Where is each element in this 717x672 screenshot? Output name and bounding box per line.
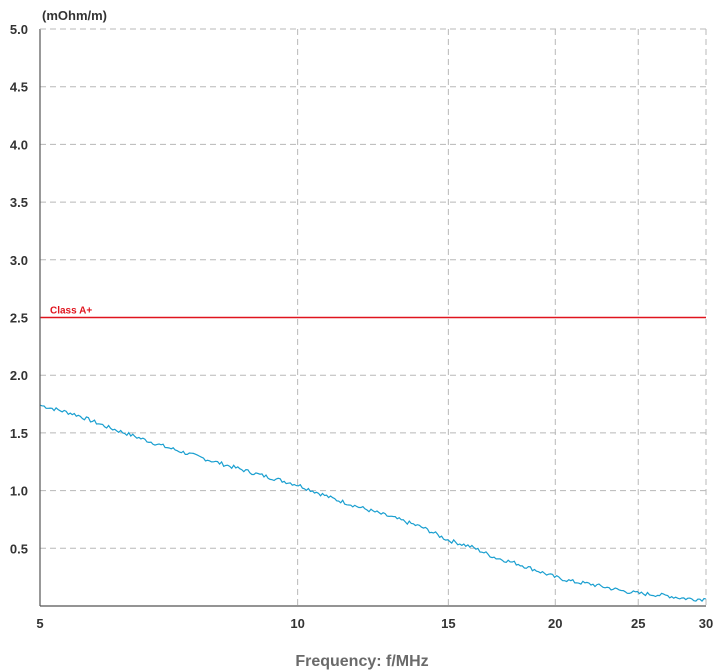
x-tick-label: 20 <box>548 616 562 631</box>
x-tick-label: 15 <box>441 616 455 631</box>
x-tick-label: 5 <box>36 616 43 631</box>
axes <box>39 28 707 607</box>
x-tick-label: 30 <box>699 616 713 631</box>
limit-line-label: Class A+ <box>50 306 92 317</box>
y-tick-label: 1.0 <box>10 484 28 499</box>
y-tick-label: 2.0 <box>10 368 28 383</box>
y-tick-label: 0.5 <box>10 541 28 556</box>
data-series-line <box>39 404 707 602</box>
y-tick-label: 4.5 <box>10 80 28 95</box>
y-tick-label: 3.5 <box>10 195 28 210</box>
limit-line-group: Class A+ <box>40 306 706 319</box>
series-group <box>39 404 707 602</box>
tick-labels: 0.5 1.0 1.5 2.0 2.5 3.0 3.5 4.0 4.5 5.0 5 10 15 20 25 3… <box>10 22 713 631</box>
y-tick-label: 5.0 <box>10 22 28 37</box>
x-tick-label: 25 <box>631 616 645 631</box>
y-tick-label: 4.0 <box>10 137 28 152</box>
y-tick-label: 3.0 <box>10 253 28 268</box>
y-tick-label: 1.5 <box>10 426 28 441</box>
x-tick-label: 10 <box>290 616 304 631</box>
x-axis-title: Frequency: f/MHz <box>295 653 428 670</box>
y-tick-label: 2.5 <box>10 311 28 326</box>
y-axis-unit-label: (mOhm/m) <box>42 8 107 23</box>
